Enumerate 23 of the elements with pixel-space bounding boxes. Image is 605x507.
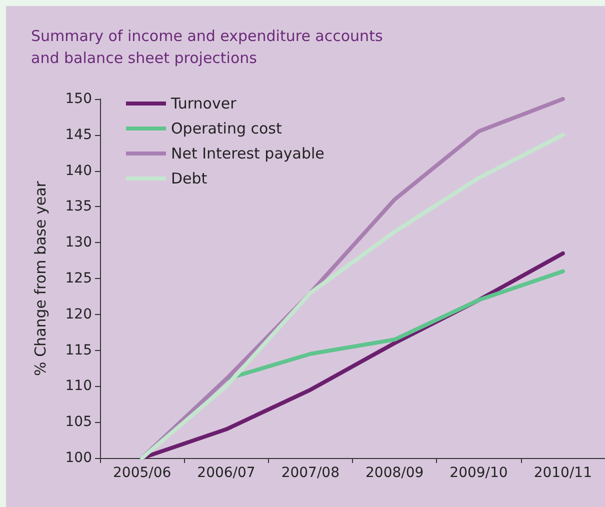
y-tick-label: 130 (65, 234, 92, 251)
y-tick-label: 110 (65, 378, 92, 394)
y-tick-label: 135 (65, 198, 92, 215)
legend-label: Debt (171, 170, 208, 188)
x-tick-label: 2005/06 (112, 465, 172, 481)
x-tick-label: 2006/07 (197, 465, 256, 481)
x-tick-label: 2008/09 (365, 465, 424, 481)
y-tick-label: 100 (65, 450, 92, 466)
y-tick-label: 120 (65, 306, 92, 322)
y-tick-label: 115 (65, 342, 92, 358)
x-tick-label: 2007/08 (281, 465, 340, 481)
y-tick-label: 105 (65, 414, 92, 430)
y-tick-label: 150 (65, 91, 92, 107)
x-tick-label: 2009/10 (450, 465, 508, 481)
y-tick-label: 125 (65, 270, 92, 286)
legend-label: Operating cost (171, 120, 282, 138)
x-tick-label: 2010/11 (534, 465, 592, 481)
y-tick-label: 140 (65, 162, 92, 179)
legend-label: Turnover (170, 94, 238, 112)
chart-title: Summary of income and expenditure accounts and balance sheet projections (31, 27, 383, 67)
legend-label: Net Interest payable (171, 144, 324, 162)
y-tick-label: 145 (65, 126, 92, 143)
y-axis-title: % Change from base year (32, 180, 50, 376)
